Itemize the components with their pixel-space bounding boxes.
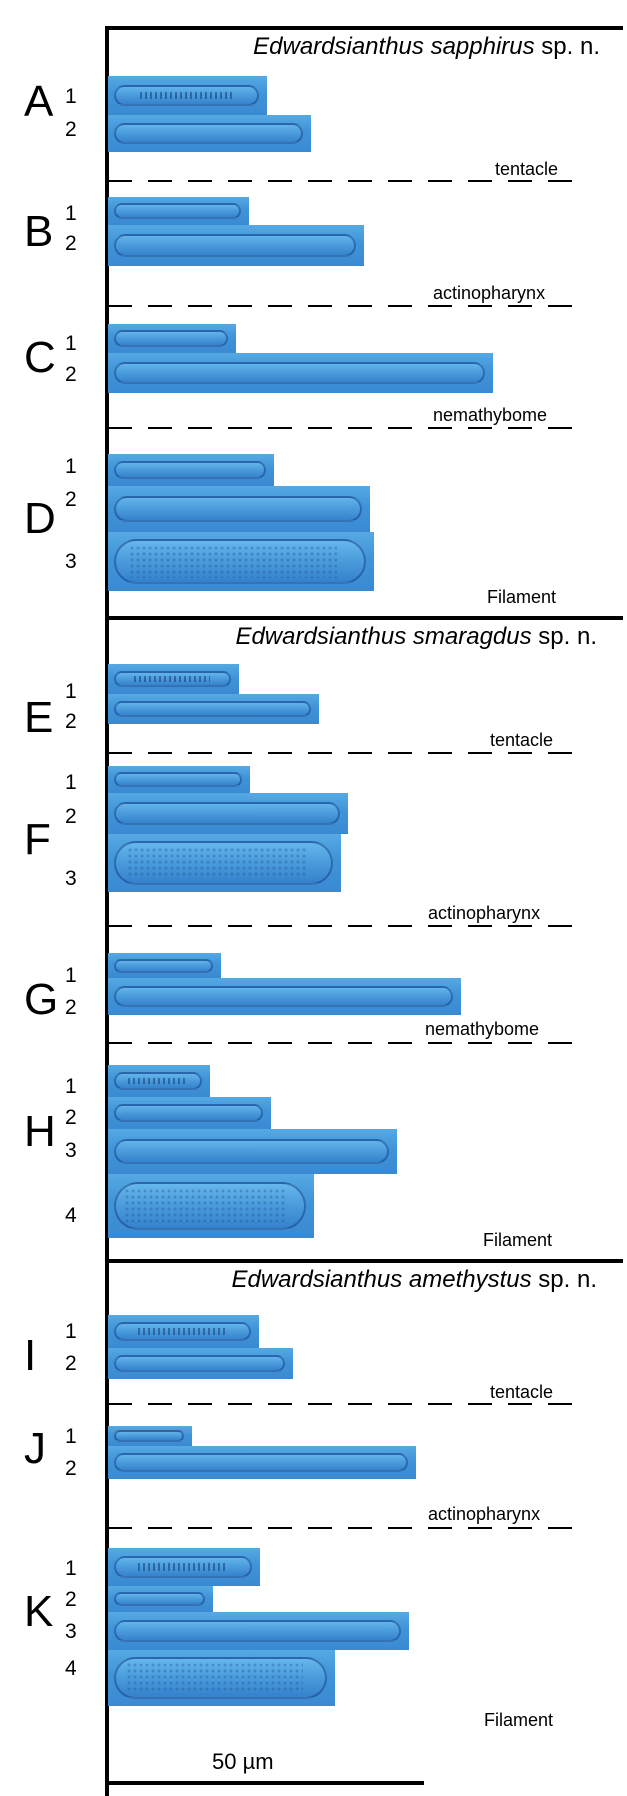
cnida-image-b1	[108, 197, 249, 225]
panel-letter-h: H	[24, 1107, 56, 1156]
cnida-number: 3	[65, 867, 77, 890]
cnida-image-h1	[108, 1065, 210, 1097]
cnida-image-h3	[108, 1129, 397, 1174]
tissue-label-filament: Filament	[487, 587, 557, 607]
cnida-image-d3	[108, 532, 374, 591]
cnida-number: 1	[65, 1320, 77, 1343]
species-title-amethystus: Edwardsianthus amethystus sp. n.	[231, 1266, 597, 1293]
cnida-image-d2	[108, 486, 370, 532]
vertical-axis-line	[105, 28, 109, 1796]
cnida-image-f1	[108, 766, 250, 793]
cnida-image-j1	[108, 1426, 192, 1446]
cnida-image-k3	[108, 1612, 409, 1650]
tissue-label-tentacle: tentacle	[490, 1382, 554, 1402]
section-divider-3	[105, 1259, 623, 1263]
cnida-number: 2	[65, 363, 77, 386]
cnida-image-g1	[108, 953, 221, 978]
cnida-number: 4	[65, 1204, 77, 1227]
panel-letter-k: K	[24, 1587, 54, 1636]
tissue-label-tentacle: tentacle	[490, 730, 554, 750]
cnida-number: 2	[65, 488, 77, 511]
cnida-number: 1	[65, 680, 77, 703]
panel-letter-f: F	[24, 815, 51, 864]
panel-letter-g: G	[24, 975, 59, 1024]
cnida-image-k4	[108, 1650, 335, 1706]
tissue-label-filament: Filament	[483, 1230, 553, 1250]
section-divider-2	[105, 616, 623, 620]
cnida-image-k2	[108, 1586, 213, 1612]
cnida-number: 2	[65, 1588, 77, 1611]
cnida-number: 3	[65, 1620, 77, 1643]
section-divider-top	[105, 26, 623, 30]
cnida-number: 1	[65, 332, 77, 355]
cnida-number: 2	[65, 118, 77, 141]
cnida-image-j2	[108, 1446, 416, 1479]
cnida-image-a1	[108, 76, 267, 115]
cnida-image-b2	[108, 225, 364, 266]
cnida-number: 1	[65, 85, 77, 108]
cnida-number: 2	[65, 805, 77, 828]
cnida-number: 2	[65, 232, 77, 255]
dashed-separator	[108, 925, 572, 927]
cnida-number: 3	[65, 1139, 77, 1162]
cnida-image-i1	[108, 1315, 259, 1348]
cnida-image-d1	[108, 454, 274, 486]
panel-letter-a: A	[24, 77, 54, 126]
cnida-number: 1	[65, 771, 77, 794]
cnida-number: 2	[65, 1352, 77, 1375]
tissue-label-actinopharynx: actinopharynx	[428, 1504, 541, 1524]
cnida-number: 4	[65, 1657, 77, 1680]
dashed-separator	[108, 752, 572, 754]
tissue-label-actinopharynx: actinopharynx	[428, 903, 541, 923]
cnida-number: 1	[65, 1425, 77, 1448]
panel-letter-d: D	[24, 494, 56, 543]
cnida-image-g2	[108, 978, 461, 1015]
cnida-image-a2	[108, 115, 311, 152]
dashed-separator	[108, 1527, 572, 1529]
scale-bar-label: 50 µm	[212, 1749, 274, 1774]
panel-letter-i: I	[24, 1331, 37, 1380]
cnida-image-e2	[108, 694, 319, 724]
cnida-number: 1	[65, 1075, 77, 1098]
species-title-smaragdus: Edwardsianthus smaragdus sp. n.	[235, 623, 597, 650]
scale-bar	[108, 1781, 424, 1785]
cnida-image-h2	[108, 1097, 271, 1129]
tissue-label-actinopharynx: actinopharynx	[433, 283, 546, 303]
panel-letter-j: J	[24, 1424, 46, 1473]
cnida-number: 2	[65, 1106, 77, 1129]
dashed-separator	[108, 427, 572, 429]
dashed-separator	[108, 1042, 572, 1044]
dashed-separator	[108, 1403, 572, 1405]
dashed-separator	[108, 305, 572, 307]
cnida-image-f3	[108, 834, 341, 892]
cnida-image-k1	[108, 1548, 260, 1586]
cnida-number: 1	[65, 455, 77, 478]
tissue-label-nemathybome: nemathybome	[425, 1019, 540, 1039]
panel-letter-e: E	[24, 693, 54, 742]
cnida-image-h4	[108, 1174, 314, 1238]
panel-letter-b: B	[24, 207, 54, 256]
cnida-image-f2	[108, 793, 348, 834]
dashed-separator	[108, 180, 572, 182]
tissue-label-tentacle: tentacle	[495, 159, 559, 179]
cnida-number: 3	[65, 550, 77, 573]
cnida-image-c1	[108, 324, 236, 353]
cnida-number: 1	[65, 202, 77, 225]
cnida-number: 2	[65, 1457, 77, 1480]
cnida-number: 1	[65, 1557, 77, 1580]
cnida-image-e1	[108, 664, 239, 694]
cnida-number: 1	[65, 964, 77, 987]
cnida-number: 2	[65, 710, 77, 733]
tissue-label-nemathybome: nemathybome	[433, 405, 548, 425]
tissue-label-filament: Filament	[484, 1710, 554, 1730]
cnida-image-i2	[108, 1348, 293, 1379]
cnida-number: 2	[65, 996, 77, 1019]
panel-letter-c: C	[24, 333, 56, 382]
cnida-image-c2	[108, 353, 493, 393]
species-title-sapphirus: Edwardsianthus sapphirus sp. n.	[253, 33, 600, 60]
